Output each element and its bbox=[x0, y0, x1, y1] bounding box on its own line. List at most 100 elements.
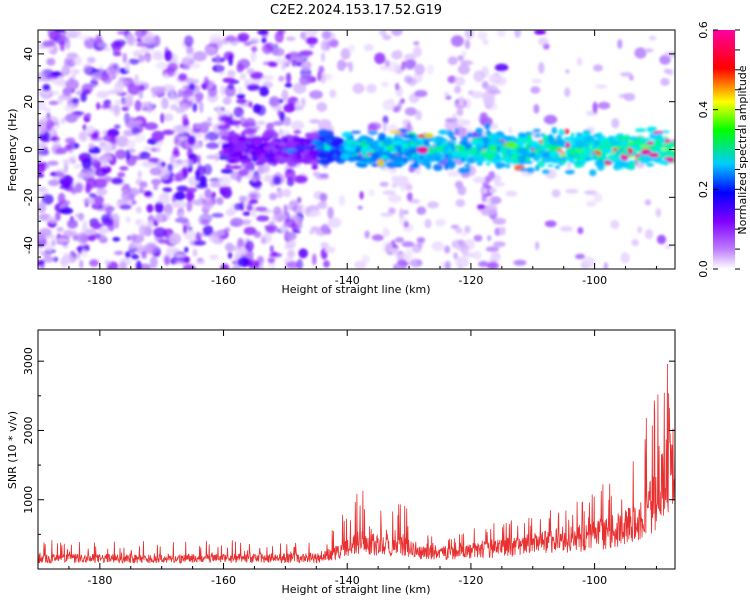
heatmap-cell bbox=[340, 48, 351, 60]
heatmap-cell bbox=[42, 83, 51, 92]
heatmap-cell bbox=[282, 152, 290, 158]
heatmap-cell bbox=[225, 208, 235, 217]
heatmap-cell bbox=[467, 132, 473, 138]
heatmap-cell bbox=[125, 61, 130, 72]
heatmap-cell bbox=[397, 101, 402, 111]
heatmap-cell bbox=[402, 133, 410, 139]
heatmap-cell bbox=[153, 227, 167, 238]
heatmap-cell bbox=[261, 233, 273, 244]
heatmap-cell bbox=[244, 240, 254, 252]
heatmap-cell bbox=[478, 261, 489, 267]
heatmap-cell bbox=[299, 138, 307, 143]
heatmap-cell bbox=[291, 59, 298, 67]
heatmap-cell bbox=[572, 160, 585, 166]
heatmap-cell bbox=[220, 263, 230, 269]
heatmap-cell bbox=[80, 92, 87, 103]
snr-y-axis-title: SNR (10 * v/v) bbox=[6, 411, 19, 489]
heatmap-cell bbox=[593, 64, 603, 72]
heatmap-cell bbox=[162, 84, 176, 93]
heatmap-cell bbox=[499, 226, 506, 236]
heatmap-cell bbox=[597, 101, 611, 110]
heatmap-cell bbox=[364, 230, 370, 239]
heatmap-cell bbox=[209, 33, 222, 42]
heatmap-cell bbox=[192, 51, 207, 62]
heatmap-cell bbox=[526, 167, 535, 174]
heatmap-cell bbox=[318, 119, 332, 131]
heatmap-cell bbox=[394, 237, 405, 243]
heatmap-cell bbox=[516, 136, 528, 142]
heatmap-cell bbox=[447, 130, 455, 139]
heatmap-cell bbox=[182, 113, 188, 124]
heatmap-cell bbox=[584, 157, 591, 162]
heatmap-cell bbox=[198, 175, 207, 187]
heatmap-cell bbox=[352, 83, 365, 94]
heatmap-cell bbox=[259, 85, 269, 97]
heatmap-cell bbox=[62, 254, 75, 264]
heatmap-cell bbox=[433, 145, 438, 150]
heatmap-cell bbox=[271, 251, 278, 256]
heatmap-cell bbox=[486, 261, 499, 269]
heatmap-cell bbox=[535, 241, 540, 251]
heatmap-cell bbox=[144, 122, 159, 131]
heatmap-cell bbox=[248, 260, 260, 268]
heatmap-cell bbox=[368, 188, 375, 197]
heatmap-cell bbox=[367, 122, 382, 130]
heatmap-cell bbox=[366, 83, 377, 94]
snr-y-ticks: 1000 2000 3000 bbox=[22, 347, 675, 535]
heatmap-cell bbox=[380, 212, 394, 217]
heatmap-cell bbox=[167, 163, 174, 172]
heatmap-cell bbox=[454, 85, 461, 94]
colorbar-title: Normalized spectral amplitude bbox=[736, 65, 749, 234]
heatmap-cell bbox=[64, 144, 73, 151]
heatmap-cell bbox=[203, 76, 210, 87]
heatmap-cell bbox=[186, 187, 198, 193]
heatmap-cell bbox=[309, 119, 321, 124]
heatmap-cell bbox=[155, 213, 164, 223]
heatmap-cell bbox=[445, 95, 452, 100]
heatmap-cell bbox=[188, 82, 196, 91]
heatmap-cell bbox=[594, 156, 606, 160]
heatmap-cell bbox=[183, 225, 188, 234]
heatmap-cell bbox=[257, 30, 269, 36]
heatmap-cell bbox=[282, 138, 288, 143]
heatmap-cell bbox=[426, 155, 436, 161]
heatmap-cell bbox=[540, 152, 552, 158]
heatmap-cell bbox=[363, 141, 375, 145]
heatmap-cell bbox=[575, 134, 584, 141]
heatmap-cell bbox=[91, 131, 99, 140]
heatmap-cell bbox=[274, 143, 280, 150]
heatmap-cell bbox=[634, 128, 647, 133]
heatmap-cell bbox=[284, 168, 296, 180]
heatmap-cell bbox=[324, 153, 334, 157]
x-tick-label: -120 bbox=[458, 274, 483, 287]
heatmap-cell bbox=[296, 152, 302, 161]
heatmap-cell bbox=[372, 152, 379, 158]
heatmap-cell bbox=[611, 118, 620, 129]
heatmap-cell bbox=[51, 71, 62, 77]
heatmap-cell bbox=[585, 200, 597, 207]
heatmap-cell bbox=[382, 138, 393, 146]
heatmap-cell bbox=[444, 260, 451, 269]
heatmap-cell bbox=[57, 192, 66, 205]
heatmap-cell bbox=[379, 181, 389, 187]
heatmap-cell bbox=[272, 213, 286, 223]
heatmap-cell bbox=[38, 100, 47, 111]
heatmap-cell bbox=[457, 64, 470, 75]
heatmap-cell bbox=[185, 53, 193, 59]
heatmap-cell bbox=[88, 193, 97, 199]
heatmap-cell bbox=[648, 35, 657, 41]
heatmap-cell bbox=[534, 152, 541, 160]
heatmap-cell bbox=[155, 141, 161, 153]
heatmap-cell bbox=[543, 114, 558, 125]
heatmap-cell bbox=[96, 90, 109, 99]
heatmap-cell bbox=[267, 226, 274, 232]
heatmap-cell bbox=[389, 130, 401, 134]
heatmap-cell bbox=[239, 73, 247, 81]
heatmap-cell bbox=[401, 62, 406, 71]
heatmap-cell bbox=[83, 64, 93, 75]
heatmap-cell bbox=[63, 162, 69, 174]
heatmap-cell bbox=[204, 199, 214, 210]
heatmap-cell bbox=[485, 162, 491, 166]
heatmap-cell bbox=[404, 75, 413, 84]
heatmap-cell bbox=[485, 246, 500, 252]
